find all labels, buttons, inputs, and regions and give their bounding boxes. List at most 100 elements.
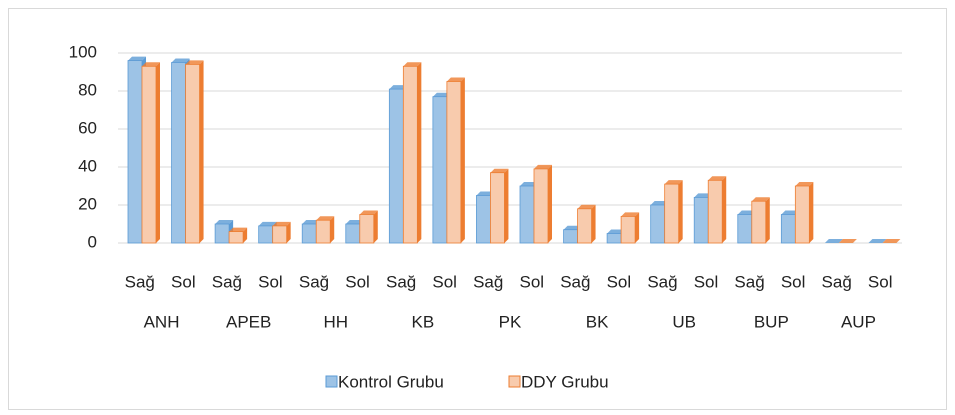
x-group-label: PK — [499, 312, 522, 331]
bar — [794, 182, 814, 244]
bar — [315, 216, 335, 244]
bar-top — [359, 210, 378, 215]
bar-side — [373, 210, 378, 243]
bar-front — [707, 179, 723, 244]
bar-front — [606, 233, 622, 244]
bar — [664, 180, 683, 244]
bar-top — [316, 216, 335, 221]
bar-top — [446, 77, 465, 82]
bar-side — [591, 204, 596, 243]
bar-top — [215, 220, 234, 224]
bar — [824, 239, 843, 243]
bar-side — [678, 180, 683, 243]
bar — [272, 221, 291, 244]
bar — [707, 176, 727, 244]
x-group-label: HH — [323, 312, 348, 331]
x-tick-label: Sol — [694, 272, 719, 291]
bar-top — [621, 212, 640, 217]
bar — [185, 60, 204, 244]
bar-top — [490, 168, 509, 173]
bar-front — [301, 223, 317, 244]
bar-front — [185, 64, 200, 244]
y-tick-label: 0 — [88, 232, 97, 251]
bar-front — [533, 168, 549, 244]
bar-side — [417, 62, 422, 243]
bar-front — [476, 195, 491, 244]
bar-top — [694, 193, 713, 198]
bar-side — [504, 168, 509, 243]
y-tick-label: 100 — [69, 42, 97, 61]
bar-front — [446, 81, 462, 244]
bar-top — [534, 164, 552, 169]
bar-front — [693, 196, 709, 244]
bar-front — [345, 223, 361, 244]
y-tick-label: 40 — [78, 156, 97, 175]
bar-top — [795, 182, 814, 186]
y-tick-label: 60 — [78, 118, 97, 137]
x-group-label: BK — [586, 312, 609, 331]
bar — [490, 168, 509, 244]
bar-front — [737, 214, 753, 244]
y-tick-label: 20 — [78, 194, 97, 213]
bar-front — [359, 214, 375, 244]
bar-front — [780, 214, 796, 244]
bar-side — [722, 176, 727, 243]
bar-top — [607, 229, 626, 234]
x-tick-label: Sol — [519, 272, 544, 291]
bar-front — [214, 223, 230, 244]
bar-top — [258, 221, 277, 226]
bar — [402, 62, 422, 244]
bar-side — [156, 62, 160, 243]
bar — [446, 77, 465, 244]
x-tick-label: Sol — [258, 272, 283, 291]
bar-front — [171, 62, 186, 244]
x-tick-label: Sol — [781, 272, 806, 291]
bar-top — [520, 182, 538, 186]
x-tick-label: Sağ — [212, 272, 242, 291]
bar-side — [548, 164, 552, 243]
bar-top — [708, 176, 727, 181]
bar — [882, 239, 901, 243]
bar-top — [838, 239, 857, 243]
x-tick-label: Sağ — [125, 272, 155, 291]
bar-side — [809, 182, 814, 243]
bar-front — [402, 65, 418, 244]
bar-top — [664, 180, 683, 185]
bar — [359, 210, 378, 244]
bar-front — [388, 88, 404, 244]
bar-top — [185, 60, 204, 65]
x-tick-label: Sağ — [386, 272, 416, 291]
bar-top — [432, 92, 451, 97]
x-tick-label: Sağ — [560, 272, 590, 291]
x-tick-label: Sol — [868, 272, 893, 291]
bar-top — [272, 221, 291, 226]
x-group-label: BUP — [754, 312, 789, 331]
bar-front — [794, 185, 810, 244]
bar-top — [345, 220, 364, 224]
bar-top — [882, 239, 901, 243]
x-tick-label: Sağ — [822, 272, 852, 291]
bar-top — [737, 210, 756, 215]
bar-front — [650, 204, 666, 244]
bar-front — [258, 225, 274, 244]
bar-front — [315, 219, 331, 244]
x-tick-label: Sol — [345, 272, 370, 291]
bar — [620, 212, 640, 244]
bar-front — [751, 200, 767, 244]
bar-front — [228, 231, 244, 244]
legend-label: Kontrol Grubu — [338, 372, 444, 391]
bar-front — [432, 96, 448, 244]
bar-top — [389, 85, 408, 90]
bar — [868, 239, 887, 243]
legend-label: DDY Grubu — [521, 372, 609, 391]
bar-side — [330, 216, 335, 243]
bar-top — [128, 56, 146, 61]
x-tick-label: Sağ — [473, 272, 503, 291]
bar-front — [664, 183, 680, 244]
bar-front — [272, 225, 288, 244]
bar-top — [868, 239, 887, 243]
bar-side — [460, 77, 465, 243]
bar-top — [751, 197, 770, 202]
bar-top — [476, 191, 495, 196]
